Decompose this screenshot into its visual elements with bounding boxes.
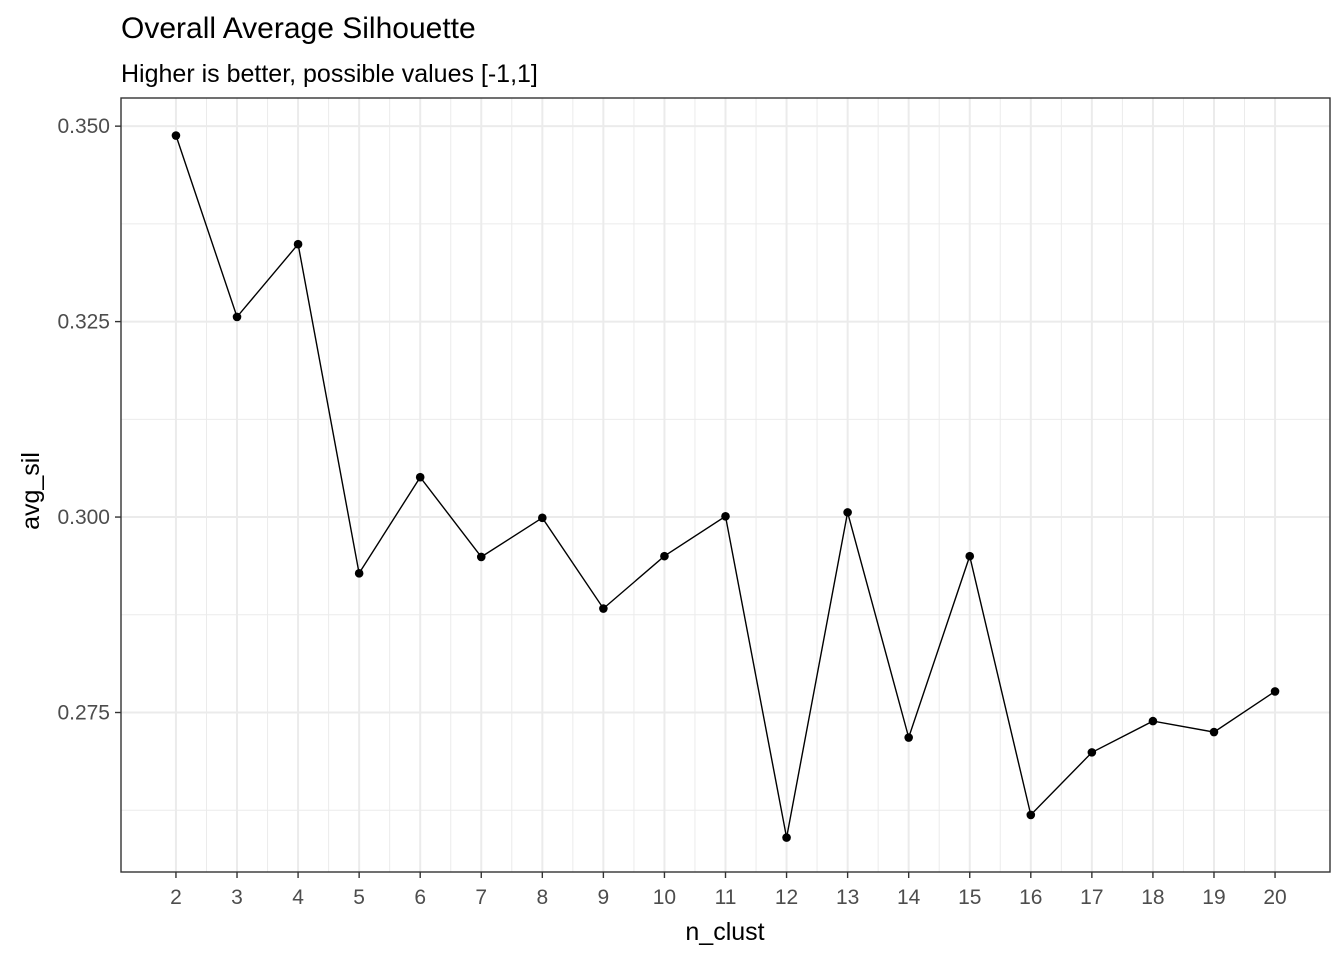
x-tick-label: 8 <box>536 886 548 909</box>
x-tick-label: 4 <box>292 886 304 909</box>
chart-subtitle: Higher is better, possible values [-1,1] <box>121 60 538 88</box>
x-tick-label: 17 <box>1080 886 1103 909</box>
series-avg-sil <box>171 131 1280 842</box>
data-point <box>354 569 364 578</box>
x-tick-label: 2 <box>170 886 182 909</box>
x-axis-title: n_clust <box>685 918 764 946</box>
data-point <box>1026 810 1036 820</box>
data-point <box>965 551 975 561</box>
x-tick-label: 3 <box>231 886 243 909</box>
data-point <box>415 472 425 482</box>
data-point <box>782 833 791 842</box>
axes: 2 3 4 5 6 7 8 9 10 11 12 13 14 15 16 17 18 19 20 0.275 0.300… <box>57 97 1331 909</box>
x-tick-label: 5 <box>353 886 365 909</box>
data-point <box>232 312 242 322</box>
x-tick-label: 14 <box>897 886 921 909</box>
y-axis-title: avg_sil <box>17 452 45 530</box>
x-tick-label: 11 <box>715 886 737 909</box>
x-tick-label: 6 <box>414 886 426 909</box>
x-tick-label: 9 <box>598 886 610 909</box>
data-point <box>1209 727 1219 737</box>
y-tick-label: 0.275 <box>57 702 110 725</box>
data-point <box>843 508 852 517</box>
data-point <box>1148 716 1158 726</box>
data-point <box>599 604 608 613</box>
x-tick-label: 19 <box>1202 886 1225 909</box>
x-tick-label: 13 <box>836 886 859 909</box>
data-point <box>660 551 669 561</box>
data-point <box>721 511 730 521</box>
y-tick-label: 0.350 <box>57 115 110 138</box>
chart-title: Overall Average Silhouette <box>121 12 476 45</box>
data-point <box>1087 748 1097 757</box>
x-tick-label: 15 <box>958 886 981 909</box>
x-tick-label: 7 <box>475 886 487 909</box>
x-tick-label: 18 <box>1141 886 1164 909</box>
data-point <box>538 513 547 523</box>
data-point <box>904 733 913 742</box>
data-point <box>171 131 181 140</box>
y-tick-label: 0.300 <box>57 506 110 529</box>
x-tick-label: 12 <box>775 886 798 909</box>
y-tick-label: 0.325 <box>57 311 110 334</box>
x-tick-label: 16 <box>1019 886 1042 909</box>
data-point <box>476 552 486 562</box>
major-gridlines <box>121 98 1330 872</box>
data-point <box>1270 687 1280 696</box>
x-tick-label: 10 <box>653 886 676 909</box>
x-tick-label: 20 <box>1263 886 1286 909</box>
data-point <box>293 239 303 249</box>
